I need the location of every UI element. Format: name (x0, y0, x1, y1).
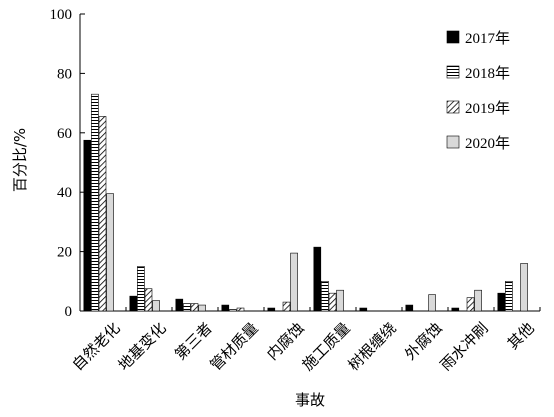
bar (336, 289, 344, 312)
bar (183, 303, 191, 312)
bar (129, 295, 138, 312)
bar (359, 307, 368, 312)
y-tick-label: 80 (57, 66, 72, 82)
bar (236, 307, 245, 312)
axes (79, 13, 541, 312)
legend-swatch (446, 65, 460, 79)
bar (290, 252, 298, 312)
category-label: 施工质量 (299, 319, 354, 374)
legend-label: 2018年 (465, 65, 510, 82)
bar (451, 307, 460, 312)
category-label: 外腐蚀 (401, 319, 446, 364)
bars (83, 93, 528, 312)
legend-label: 2019年 (465, 100, 510, 117)
legend-label: 2017年 (465, 30, 510, 47)
legend-swatch (446, 100, 460, 114)
legend-swatch (446, 30, 460, 44)
category-label: 自然老化 (69, 319, 124, 374)
legend: 2017年 2018年 2019年 2020年 (446, 30, 510, 152)
category-label: 内腐蚀 (263, 319, 308, 364)
y-tick-label: 40 (57, 185, 72, 201)
category-label: 雨水冲刷 (437, 319, 492, 374)
bar (497, 292, 506, 312)
bar (267, 307, 276, 312)
legend-swatch (446, 135, 460, 149)
category-label: 其他 (504, 319, 538, 353)
bar (520, 263, 528, 312)
bar (313, 246, 322, 312)
bar (137, 266, 145, 312)
bar (229, 309, 237, 312)
bar (83, 139, 92, 312)
x-axis-title: 事故 (295, 391, 325, 409)
category-label: 地基变化 (115, 319, 170, 374)
bar (91, 93, 99, 312)
bar (190, 303, 199, 312)
y-tick-label: 0 (65, 304, 73, 320)
bar (321, 280, 329, 312)
bar (474, 289, 482, 312)
bar (198, 304, 206, 312)
y-tick-label: 60 (57, 126, 72, 142)
category-label: 第三者 (171, 319, 216, 364)
bar (505, 280, 513, 312)
bar (428, 294, 436, 312)
bar (466, 297, 475, 312)
bar (144, 288, 153, 312)
y-tick-label: 20 (57, 245, 72, 261)
category-label: 管材质量 (207, 319, 262, 374)
legend-label: 2020年 (465, 135, 510, 152)
bar (405, 304, 414, 312)
bar (221, 304, 230, 312)
bar (98, 116, 107, 312)
bar (152, 300, 160, 312)
bar (328, 292, 337, 312)
bar (282, 301, 291, 312)
bar (106, 193, 114, 312)
bar (175, 298, 184, 312)
y-tick-label: 100 (50, 7, 73, 23)
y-axis-title: 百分比/% (11, 128, 29, 192)
category-label: 树根缠绕 (345, 319, 400, 374)
